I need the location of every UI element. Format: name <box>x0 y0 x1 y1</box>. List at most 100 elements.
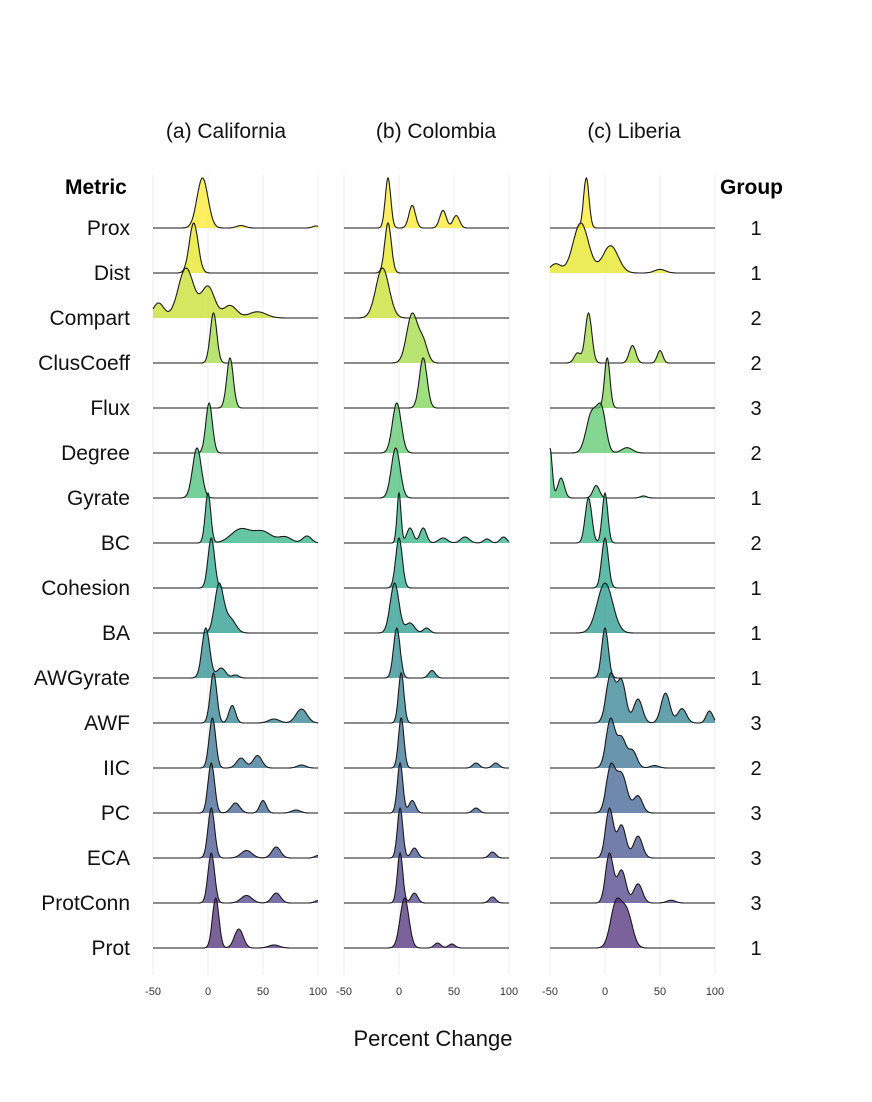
group-label-iic: 2 <box>750 758 761 780</box>
ridge--a-california-prox <box>153 177 319 229</box>
ridge--c-liberia-eca <box>550 807 715 859</box>
ridge--c-liberia-flux-fill <box>550 358 715 408</box>
group-label-cohesion: 1 <box>750 578 761 600</box>
ridge--c-liberia-pc <box>550 762 715 814</box>
metric-label-eca: ECA <box>87 847 130 870</box>
ridge--b-colombia-protconn-outline <box>344 851 509 904</box>
ridge--a-california-flux <box>153 357 318 409</box>
ridge--b-colombia-gyrate-outline <box>344 447 509 499</box>
metric-label-gyrate: Gyrate <box>67 487 130 510</box>
ridge--b-colombia-ba-fill <box>344 583 509 633</box>
ridge--b-colombia-prox-outline <box>344 176 509 229</box>
ridge--a-california-gyrate-fill <box>153 448 318 498</box>
ridge--c-liberia-prox-outline <box>550 176 715 229</box>
metric-label-ba: BA <box>102 622 130 645</box>
group-label-degree: 2 <box>750 443 761 465</box>
ridge--c-liberia-ba-outline <box>550 582 715 634</box>
ridge--b-colombia-protconn-fill <box>344 853 509 903</box>
ridge--c-liberia-degree-outline <box>550 402 715 454</box>
ridge--a-california-compart-fill <box>153 268 318 318</box>
ridge--a-california-cohesion-fill <box>153 538 318 588</box>
ridge--c-liberia-cohesion-outline <box>550 537 715 589</box>
ridge--c-liberia-iic-fill <box>550 718 715 768</box>
ridge--a-california-pc-outline <box>153 762 318 814</box>
ridge--a-california-awf <box>153 672 318 724</box>
x-tick--b-colombia-0: 0 <box>396 986 402 998</box>
ridge--b-colombia-flux-fill <box>344 358 509 408</box>
ridge--a-california-cluscoeff <box>153 312 318 364</box>
ridge--c-liberia-gyrate-fill <box>550 448 715 498</box>
ridge--b-colombia-awgyrate-outline <box>344 627 509 679</box>
ridge--a-california-protconn <box>153 852 318 904</box>
ridge--a-california-cluscoeff-fill <box>153 313 318 363</box>
ridge--c-liberia-cluscoeff-outline <box>550 312 715 364</box>
group-label-ba: 1 <box>750 623 761 645</box>
x-tick--b-colombia-50: 50 <box>448 986 460 998</box>
ridge--a-california-prox-outline <box>153 177 319 229</box>
ridge--b-colombia-dist-outline <box>344 222 509 274</box>
ridge--c-liberia-pc-outline <box>550 762 715 814</box>
metric-label-iic: IIC <box>103 757 130 780</box>
ridge--c-liberia-bc-fill <box>550 493 715 543</box>
x-tick--c-liberia-100: 100 <box>706 986 724 998</box>
group-label-bc: 2 <box>750 533 761 555</box>
ridge--c-liberia-dist <box>549 222 715 274</box>
ridge--a-california-ba <box>153 582 318 634</box>
metric-label-awf: AWF <box>84 712 130 735</box>
ridge--a-california-bc-outline <box>153 491 319 544</box>
ridge-layer <box>152 176 716 949</box>
ridge--a-california-awf-fill <box>153 673 318 723</box>
ridge--a-california-ba-outline <box>153 582 318 634</box>
ridge--c-liberia-gyrate-outline <box>549 447 715 499</box>
ridge--c-liberia-ba <box>550 582 715 634</box>
metric-label-bc: BC <box>101 532 130 555</box>
x-tick--c-liberia--50: -50 <box>542 986 558 998</box>
ridge--b-colombia-awgyrate <box>344 627 509 679</box>
group-label-cluscoeff: 2 <box>750 353 761 375</box>
x-tick--c-liberia-50: 50 <box>654 986 666 998</box>
ridge--a-california-cohesion <box>153 537 318 589</box>
ridge--c-liberia-awf-fill <box>550 673 715 723</box>
ridge--b-colombia-compart-outline <box>344 267 509 319</box>
ridge--c-liberia-cluscoeff-fill <box>550 313 715 363</box>
ridge--a-california-iic <box>153 717 318 769</box>
ridge--a-california-dist-fill <box>153 223 318 273</box>
ridge--b-colombia-prot-outline <box>344 897 509 949</box>
metric-label-degree: Degree <box>61 442 130 465</box>
ridge--a-california-cluscoeff-outline <box>153 312 318 364</box>
ridge--a-california-awgyrate-fill <box>153 628 318 678</box>
ridge--b-colombia-degree <box>344 402 509 454</box>
ridge--b-colombia-cohesion <box>344 537 509 589</box>
ridge--b-colombia-cluscoeff <box>344 312 509 364</box>
metric-label-protconn: ProtConn <box>41 892 130 915</box>
ridge--a-california-ba-fill <box>153 583 318 633</box>
ridge--c-liberia-awgyrate-fill <box>550 628 715 678</box>
ridge--a-california-compart <box>152 267 318 319</box>
ridge--a-california-prot <box>153 897 318 949</box>
ridge--c-liberia-iic-outline <box>550 717 715 769</box>
ridge--a-california-awgyrate-outline <box>153 627 318 679</box>
ridge--c-liberia-protconn-fill <box>550 853 715 903</box>
ridge--b-colombia-pc <box>344 761 509 814</box>
group-label-prox: 1 <box>750 218 761 240</box>
metric-header: Metric <box>65 176 127 199</box>
ridge--a-california-prot-fill <box>153 898 318 948</box>
ridge--a-california-iic-fill <box>153 718 318 768</box>
ridge--b-colombia-protconn <box>344 851 509 904</box>
ridge--c-liberia-cohesion <box>550 537 715 589</box>
x-tick--a-california--50: -50 <box>145 986 161 998</box>
ridge--b-colombia-awf-outline <box>344 671 509 724</box>
ridge--b-colombia-cohesion-fill <box>344 538 509 588</box>
ridge--a-california-dist <box>153 222 318 274</box>
ridge--c-liberia-degree <box>550 402 715 454</box>
group-label-eca: 3 <box>750 848 761 870</box>
ridge--b-colombia-prox <box>344 176 509 229</box>
group-label-dist: 1 <box>750 263 761 285</box>
panel-title--a-california: (a) California <box>166 120 287 143</box>
ridge--b-colombia-ba-outline <box>344 582 509 634</box>
ridge--b-colombia-cluscoeff-outline <box>344 312 509 364</box>
group-label-awf: 3 <box>750 713 761 735</box>
ridge--c-liberia-prox-fill <box>550 178 715 228</box>
ridge--c-liberia-degree-fill <box>550 403 715 453</box>
ridge--c-liberia-eca-fill <box>550 808 715 858</box>
